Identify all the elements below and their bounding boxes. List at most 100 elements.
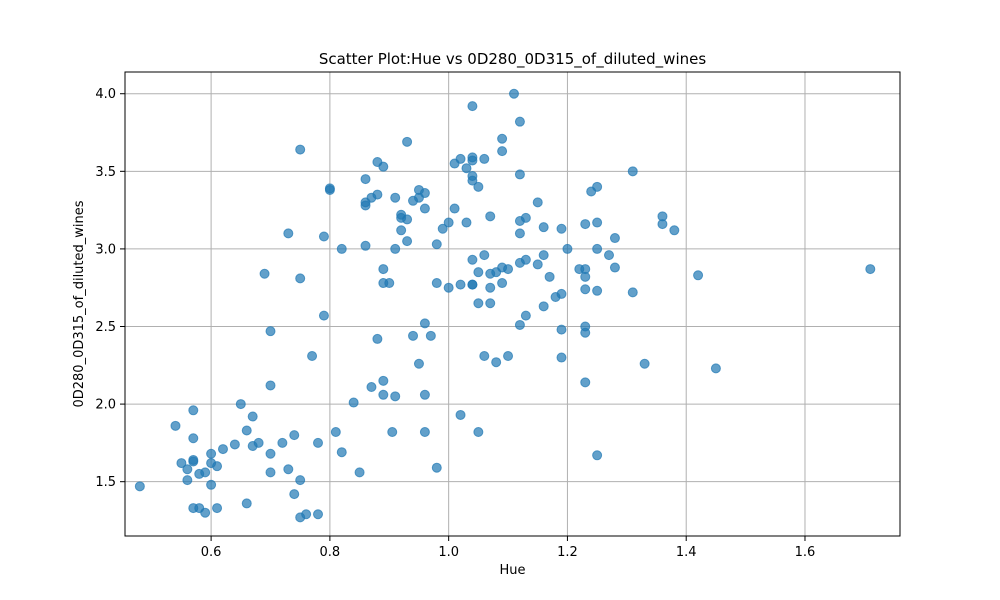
scatter-point xyxy=(170,420,181,431)
scatter-point xyxy=(390,243,401,254)
scatter-point xyxy=(313,437,324,448)
grid xyxy=(125,72,900,536)
scatter-point xyxy=(627,287,638,298)
scatter-point xyxy=(408,330,419,341)
scatter-point xyxy=(639,358,650,369)
scatter-point xyxy=(206,448,217,459)
scatter-point xyxy=(485,298,496,309)
scatter-point xyxy=(473,427,484,438)
scatter-point xyxy=(301,509,312,520)
scatter-point xyxy=(318,231,329,242)
scatter-point xyxy=(479,350,490,361)
scatter-point xyxy=(277,437,288,448)
scatter-point xyxy=(313,509,324,520)
scatter-point xyxy=(514,116,525,127)
scatter-point xyxy=(200,507,211,518)
scatter-point xyxy=(336,447,347,458)
scatter-point xyxy=(354,467,365,478)
scatter-point xyxy=(289,489,300,500)
scatter-point xyxy=(295,144,306,155)
scatter-point xyxy=(182,475,193,486)
scatter-point xyxy=(330,427,341,438)
scatter-point xyxy=(360,240,371,251)
scatter-point xyxy=(241,498,252,509)
scatter-point xyxy=(865,264,876,275)
scatter-point xyxy=(182,464,193,475)
scatter-point xyxy=(609,233,620,244)
scatter-point xyxy=(336,243,347,254)
scatter-point xyxy=(247,411,258,422)
scatter-point xyxy=(402,136,413,147)
scatter-point xyxy=(265,448,276,459)
scatter-point xyxy=(360,200,371,211)
scatter-point xyxy=(592,450,603,461)
scatter-point xyxy=(253,437,264,448)
scatter-point xyxy=(461,217,472,228)
y-tick-label: 1.5 xyxy=(95,475,116,490)
y-tick-label: 2.0 xyxy=(95,398,116,413)
scatter-point xyxy=(212,503,223,514)
scatter-point xyxy=(520,254,531,265)
scatter-point xyxy=(479,250,490,261)
scatter-point xyxy=(366,382,377,393)
scatter-point xyxy=(419,389,430,400)
scatter-point xyxy=(176,458,187,469)
scatter-point xyxy=(419,318,430,329)
scatter-point xyxy=(592,217,603,228)
scatter-point xyxy=(479,153,490,164)
scatter-point xyxy=(497,133,508,144)
scatter-point xyxy=(497,146,508,157)
scatter-point xyxy=(485,282,496,293)
scatter-point xyxy=(307,350,318,361)
scatter-point xyxy=(348,397,359,408)
scatter-point xyxy=(520,310,531,321)
scatter-point xyxy=(455,409,466,420)
scatter-point xyxy=(520,212,531,223)
scatter-point xyxy=(295,273,306,284)
scatter-point xyxy=(592,181,603,192)
scatter-point xyxy=(188,405,199,416)
scatter-point xyxy=(491,357,502,368)
scatter-point xyxy=(402,214,413,225)
x-axis-label: Hue xyxy=(499,563,525,578)
scatter-point xyxy=(604,250,615,261)
scatter-points xyxy=(134,88,876,523)
chart-title: Scatter Plot:Hue vs 0D280_0D315_of_dilut… xyxy=(319,50,707,69)
scatter-point xyxy=(503,350,514,361)
scatter-point xyxy=(467,155,478,166)
y-tick-label: 3.5 xyxy=(95,165,116,180)
scatter-point xyxy=(265,380,276,391)
scatter-point xyxy=(437,223,448,234)
scatter-point xyxy=(556,223,567,234)
scatter-point xyxy=(387,427,398,438)
scatter-point xyxy=(372,333,383,344)
scatter-point xyxy=(419,188,430,199)
scatter-point xyxy=(532,197,543,208)
scatter-point xyxy=(378,264,389,275)
scatter-point xyxy=(324,184,335,195)
scatter-point xyxy=(538,250,549,261)
y-tick-label: 3.0 xyxy=(95,242,116,257)
scatter-point xyxy=(425,330,436,341)
scatter-point xyxy=(580,284,591,295)
scatter-point xyxy=(289,430,300,441)
y-tick-label: 2.5 xyxy=(95,320,116,335)
scatter-point xyxy=(556,352,567,363)
scatter-point xyxy=(188,433,199,444)
scatter-point xyxy=(384,278,395,289)
x-tick-label: 0.8 xyxy=(320,545,341,560)
scatter-point xyxy=(609,262,620,273)
scatter-point xyxy=(693,270,704,281)
scatter-point xyxy=(592,285,603,296)
scatter-point xyxy=(390,192,401,203)
scatter-point xyxy=(378,161,389,172)
scatter-point xyxy=(378,375,389,386)
scatter-point xyxy=(235,399,246,410)
scatter-point xyxy=(473,267,484,278)
scatter-point xyxy=(259,268,270,279)
scatter-point xyxy=(508,88,519,99)
scatter-point xyxy=(580,377,591,388)
scatter-point xyxy=(295,475,306,486)
